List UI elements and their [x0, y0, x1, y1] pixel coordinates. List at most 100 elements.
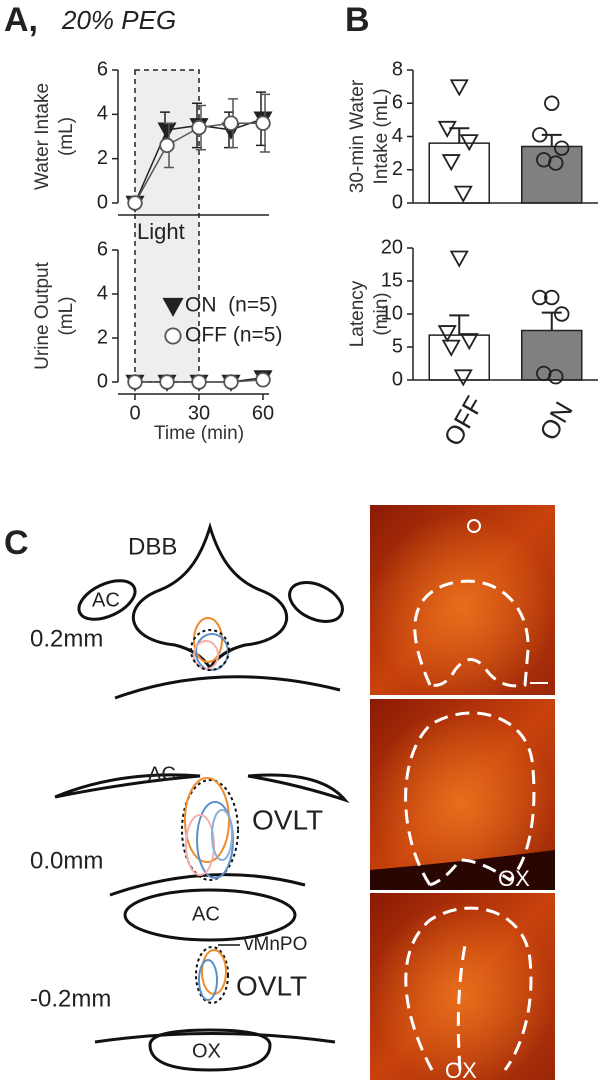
outline [247, 773, 350, 804]
outline [109, 873, 306, 897]
atlas-diagram [54, 521, 350, 1072]
marker [159, 137, 175, 154]
y-tick-label: 10 [381, 302, 403, 324]
fiber-tip [467, 519, 481, 533]
y-tick-label: 8 [392, 58, 403, 80]
region-label: AC [92, 589, 120, 611]
marker [223, 374, 239, 390]
panel-label: C [4, 524, 29, 562]
image-label: OX [445, 1058, 477, 1083]
site [196, 801, 234, 879]
data-point [449, 250, 469, 268]
data-point [437, 120, 457, 139]
data-point [532, 289, 548, 306]
y-axis-label: Water Intake [32, 83, 53, 190]
y-tick-label: 0 [392, 368, 403, 390]
bar [521, 145, 583, 204]
y-tick-label: 2 [97, 326, 108, 348]
site [193, 617, 223, 663]
y-axis-label: (mL) [56, 296, 77, 335]
marker [127, 195, 143, 211]
y-tick-label: 2 [392, 158, 403, 180]
y-axis-label: 30-min Water [347, 79, 368, 193]
legend-label: ON (n=5) [185, 294, 278, 317]
data-point [437, 325, 457, 343]
y-axis-label: (min) [371, 292, 392, 335]
y-axis-label: Intake (mL) [371, 88, 392, 184]
marker [191, 374, 207, 390]
outline [114, 675, 341, 700]
level-label: -0.2mm [30, 985, 111, 1012]
y-tick-label: 4 [392, 125, 403, 147]
region-label: AC [148, 763, 176, 785]
x-axis-label: Time (min) [154, 423, 244, 444]
level-label: 0.0mm [30, 847, 103, 874]
site [190, 629, 230, 671]
y-tick-label: 6 [97, 238, 108, 260]
y-axis-label: Urine Output [32, 261, 53, 369]
y-tick-label: 0 [97, 370, 108, 392]
site [195, 946, 229, 1004]
x-tick-label: 0 [129, 402, 140, 424]
region-label: OX [192, 1040, 221, 1062]
marker [223, 115, 239, 131]
y-tick-label: 6 [392, 92, 403, 114]
legend-label: OFF (n=5) [185, 324, 282, 347]
region-label: AC [192, 903, 220, 925]
y-tick-label: 15 [381, 269, 403, 291]
outline [413, 579, 530, 688]
outline [54, 773, 201, 799]
marker [255, 115, 271, 131]
level-label: 0.2mm [30, 625, 103, 652]
region-label: OVLT [236, 970, 307, 1001]
data-point [459, 134, 479, 152]
outline [288, 581, 344, 623]
outline [94, 1032, 336, 1044]
y-tick-label: 2 [97, 147, 108, 169]
outline [404, 906, 533, 1071]
data-point [449, 79, 469, 97]
x-tick-label: OFF [437, 391, 489, 451]
y-axis-label: Latency [347, 280, 368, 347]
data-point [532, 127, 548, 143]
site [211, 809, 233, 861]
data-point [544, 289, 560, 306]
annotation: Light [137, 219, 185, 244]
image-label: OX [498, 866, 530, 891]
error-bar [541, 311, 562, 331]
data-point [453, 185, 473, 203]
y-axis-label: (mL) [56, 117, 77, 156]
marker [159, 374, 175, 390]
outline [77, 579, 137, 621]
data-point [441, 339, 461, 357]
outline [404, 711, 536, 887]
region-label: DBB [128, 533, 177, 560]
y-tick-label: 20 [381, 236, 403, 258]
y-tick-label: 4 [97, 282, 108, 304]
site [201, 949, 227, 995]
y-tick-label: 0 [392, 191, 403, 213]
x-tick-label: ON [533, 397, 578, 446]
data-point [459, 333, 479, 351]
x-tick-label: 30 [188, 402, 210, 424]
marker [127, 374, 143, 390]
data-point [554, 306, 570, 322]
legend-marker [162, 297, 184, 317]
data-point [441, 154, 461, 172]
data-point [453, 369, 473, 387]
micrographs: OX OX [370, 505, 555, 1083]
data-point [554, 140, 570, 156]
error-bar [449, 314, 470, 336]
region-label: vMnPO [244, 934, 307, 955]
error-bar [541, 133, 562, 147]
y-tick-label: 5 [392, 335, 403, 357]
site [181, 779, 239, 881]
y-tick-label: 4 [97, 103, 108, 125]
x-tick-label: 60 [252, 402, 274, 424]
site [193, 640, 219, 670]
outline [148, 1028, 272, 1072]
site [185, 814, 215, 876]
y-tick-label: 0 [97, 191, 108, 213]
